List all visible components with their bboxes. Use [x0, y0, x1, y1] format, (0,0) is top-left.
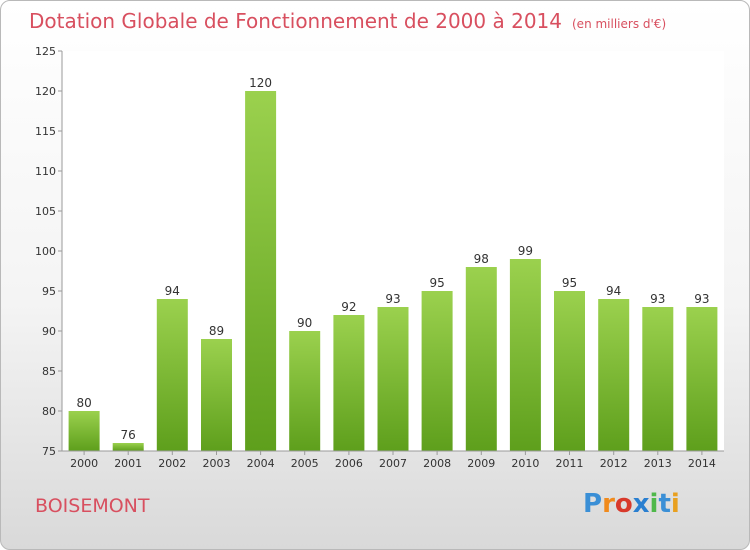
bar-2005 [289, 331, 321, 451]
chart-subtitle: (en milliers d'€) [572, 17, 667, 31]
chart-title-text: Dotation Globale de Fonctionnement de 20… [29, 9, 562, 33]
x-tick-label-2011: 2011 [556, 457, 584, 470]
bar-2000 [68, 411, 100, 451]
data-label-2014: 93 [694, 292, 709, 306]
x-tick-label-2014: 2014 [688, 457, 716, 470]
data-label-2001: 76 [121, 428, 136, 442]
data-label-2006: 92 [341, 300, 356, 314]
x-axis-labels: 2000 2001 2002 2003 2004 2005 2006 2007 2008 2009… [70, 451, 716, 470]
data-label-2012: 94 [606, 284, 621, 298]
bar-2010 [509, 259, 541, 451]
y-tick-label-95: 95 [42, 285, 56, 298]
data-label-2004: 120 [249, 76, 272, 90]
logo-letter: t [658, 489, 671, 519]
data-label-2011: 95 [562, 276, 577, 290]
bar-chart: 80 76 94 89 120 90 92 93 95 98 99 95 94 93 93 75 80 85 90… [35, 45, 724, 470]
bar-2002 [156, 299, 188, 451]
data-label-2008: 95 [429, 276, 444, 290]
y-tick-label-75: 75 [42, 445, 56, 458]
bar-2008 [421, 291, 453, 451]
x-tick-label-2013: 2013 [644, 457, 672, 470]
x-tick-label-2004: 2004 [247, 457, 275, 470]
x-tick-label-2001: 2001 [114, 457, 142, 470]
x-tick-label-2008: 2008 [423, 457, 451, 470]
data-label-2010: 99 [518, 244, 533, 258]
y-tick-label-115: 115 [35, 125, 56, 138]
y-tick-label-100: 100 [35, 245, 56, 258]
y-tick-label-90: 90 [42, 325, 56, 338]
x-tick-label-2002: 2002 [158, 457, 186, 470]
data-label-2000: 80 [76, 396, 91, 410]
bar-2012 [598, 299, 630, 451]
x-tick-label-2012: 2012 [600, 457, 628, 470]
x-tick-label-2010: 2010 [511, 457, 539, 470]
bar-2003 [201, 339, 232, 451]
bar-2007 [377, 307, 409, 451]
logo-letter: o [614, 489, 633, 519]
x-tick-label-2009: 2009 [467, 457, 495, 470]
place-name: BOISEMONT [35, 495, 150, 517]
x-tick-label-2007: 2007 [379, 457, 407, 470]
data-label-2002: 94 [165, 284, 180, 298]
bar-2014 [686, 307, 718, 451]
y-axis-labels: 75 80 85 90 95 100 105 110 115 120 125 [35, 45, 62, 458]
bar-2011 [554, 291, 585, 451]
bar-2006 [333, 315, 365, 451]
x-tick-label-2000: 2000 [70, 457, 98, 470]
bars-group: 80 76 94 89 120 90 92 93 95 98 99 95 94 93 93 [68, 76, 718, 451]
bar-2013 [642, 307, 674, 451]
data-label-2005: 90 [297, 316, 312, 330]
y-tick-label-125: 125 [35, 45, 56, 58]
chart-title: Dotation Globale de Fonctionnement de 20… [29, 9, 666, 33]
x-tick-label-2003: 2003 [203, 457, 231, 470]
bar-2001 [112, 443, 144, 451]
logo-letter: x [632, 489, 650, 519]
data-label-2003: 89 [209, 324, 224, 338]
logo-letter: i [670, 489, 680, 519]
data-label-2007: 93 [385, 292, 400, 306]
proxiti-logo: Proxiti [583, 489, 680, 519]
logo-letter: P [583, 489, 603, 519]
y-tick-label-85: 85 [42, 365, 56, 378]
bar-2009 [465, 267, 497, 451]
y-tick-label-105: 105 [35, 205, 56, 218]
y-tick-label-110: 110 [35, 165, 56, 178]
data-label-2009: 98 [474, 252, 489, 266]
y-tick-label-80: 80 [42, 405, 56, 418]
x-tick-label-2005: 2005 [291, 457, 319, 470]
data-label-2013: 93 [650, 292, 665, 306]
logo-letter: i [649, 489, 659, 519]
y-tick-label-120: 120 [35, 85, 56, 98]
logo-letter: r [602, 489, 615, 519]
bar-2004 [245, 91, 277, 451]
x-tick-label-2006: 2006 [335, 457, 363, 470]
